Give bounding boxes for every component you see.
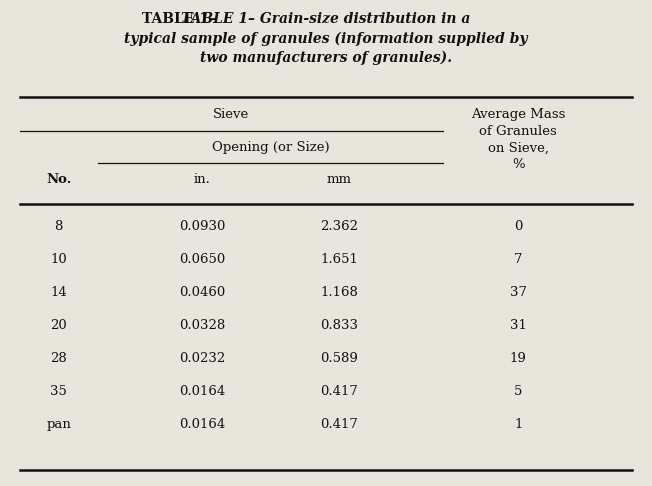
Text: 14: 14: [50, 286, 67, 299]
Text: 1.168: 1.168: [320, 286, 358, 299]
Text: 31: 31: [510, 319, 527, 332]
Text: 0.0460: 0.0460: [179, 286, 225, 299]
Text: TABLE 1–: TABLE 1–: [142, 12, 216, 26]
Text: 1.651: 1.651: [320, 253, 358, 266]
Text: 0.417: 0.417: [320, 385, 358, 398]
Text: 0.0232: 0.0232: [179, 352, 225, 365]
Text: 0.0164: 0.0164: [179, 418, 225, 431]
Text: 37: 37: [510, 286, 527, 299]
Text: 8: 8: [55, 220, 63, 233]
Text: Average Mass
of Granules
on Sieve,
%: Average Mass of Granules on Sieve, %: [471, 108, 565, 171]
Text: 0.0164: 0.0164: [179, 385, 225, 398]
Text: 0.0328: 0.0328: [179, 319, 225, 332]
Text: 7: 7: [514, 253, 523, 266]
Text: 28: 28: [50, 352, 67, 365]
Text: 0: 0: [514, 220, 522, 233]
Text: Sieve: Sieve: [213, 108, 250, 122]
Text: TABLE 1– Grain-size distribution in a
typical sample of granules (information su: TABLE 1– Grain-size distribution in a ty…: [124, 12, 528, 65]
Text: Opening (or Size): Opening (or Size): [212, 141, 329, 154]
Text: in.: in.: [194, 173, 211, 186]
Text: 1: 1: [514, 418, 522, 431]
Text: 20: 20: [50, 319, 67, 332]
Text: 0.833: 0.833: [320, 319, 358, 332]
Text: 0.0650: 0.0650: [179, 253, 225, 266]
Text: 0.417: 0.417: [320, 418, 358, 431]
Text: 19: 19: [510, 352, 527, 365]
Text: pan: pan: [46, 418, 71, 431]
Text: 5: 5: [514, 385, 522, 398]
Text: No.: No.: [46, 173, 71, 186]
Text: 10: 10: [50, 253, 67, 266]
Text: 35: 35: [50, 385, 67, 398]
Text: 2.362: 2.362: [320, 220, 358, 233]
Text: 0.0930: 0.0930: [179, 220, 226, 233]
Text: 0.589: 0.589: [320, 352, 358, 365]
Text: mm: mm: [327, 173, 351, 186]
